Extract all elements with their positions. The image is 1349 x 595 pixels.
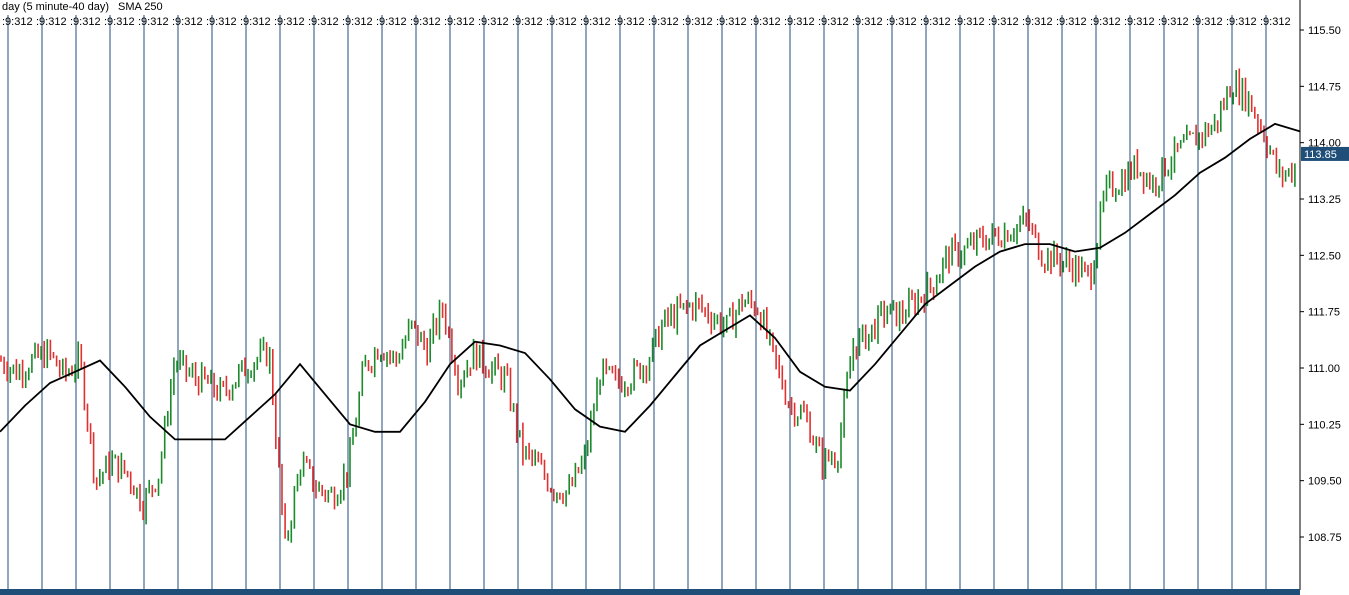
y-tick-label: 115.50 <box>1308 25 1341 37</box>
session-time-label: :9:312 <box>852 16 883 28</box>
last-price-label: 113.85 <box>1304 149 1337 161</box>
last-price-box <box>1301 146 1349 161</box>
price-axis: 115.50 114.75 114.00 113.25 112.50 111.75 111.… <box>1300 25 1342 544</box>
session-time-label: :9:312 <box>648 16 679 28</box>
session-time-label: :9:312 <box>478 16 509 28</box>
session-time-label: :9:312 <box>614 16 645 28</box>
session-time-label: :9:312 <box>2 16 33 28</box>
sma-label: SMA 250 <box>118 1 163 13</box>
y-tick-label: 108.75 <box>1308 532 1342 544</box>
session-time-label: :9:312 <box>1090 16 1121 28</box>
y-tick-label: 112.50 <box>1308 250 1341 262</box>
y-tick-label: 110.25 <box>1308 419 1341 431</box>
session-time-labels: :9:312:9:312:9:312:9:312:9:312:9:312:9:3… <box>0 15 1300 29</box>
session-time-label: :9:312 <box>750 16 781 28</box>
y-tick-label: 114.75 <box>1308 81 1341 93</box>
session-time-label: :9:312 <box>240 16 271 28</box>
bottom-scrollbar[interactable] <box>0 589 1300 595</box>
session-time-label: :9:312 <box>1226 16 1257 28</box>
last-price-marker: 113.85 <box>1301 146 1349 161</box>
sma-250-line <box>0 122 1301 441</box>
session-time-label: :9:312 <box>954 16 985 28</box>
session-time-label: :9:312 <box>512 16 543 28</box>
y-tick-label: 111.00 <box>1308 363 1340 375</box>
session-time-label: :9:312 <box>342 16 373 28</box>
session-time-label: :9:312 <box>206 16 237 28</box>
session-time-label: :9:312 <box>376 16 407 28</box>
session-time-label: :9:312 <box>784 16 815 28</box>
session-time-label: :9:312 <box>444 16 475 28</box>
session-time-label: :9:312 <box>1192 16 1223 28</box>
session-time-label: :9:312 <box>1056 16 1087 28</box>
session-time-label: :9:312 <box>36 16 67 28</box>
session-time-label: :9:312 <box>988 16 1019 28</box>
session-time-label: :9:312 <box>1022 16 1053 28</box>
session-time-label: :9:312 <box>70 16 101 28</box>
session-time-label: :9:312 <box>886 16 917 28</box>
session-time-label: :9:312 <box>682 16 713 28</box>
session-time-label: :9:312 <box>716 16 747 28</box>
y-tick-label: 114.00 <box>1308 138 1341 150</box>
session-time-label: :9:312 <box>920 16 951 28</box>
price-series <box>0 68 1296 543</box>
session-time-label: :9:312 <box>1260 16 1291 28</box>
session-time-label: :9:312 <box>138 16 169 28</box>
indicator-label: day (5 minute-40 day) <box>2 1 109 13</box>
y-tick-label: 111.75 <box>1308 307 1340 319</box>
session-time-label: :9:312 <box>308 16 339 28</box>
session-time-label: :9:312 <box>1158 16 1189 28</box>
y-tick-label: 113.25 <box>1308 194 1341 206</box>
session-time-label: :9:312 <box>172 16 203 28</box>
session-time-label: :9:312 <box>818 16 849 28</box>
session-time-label: :9:312 <box>1124 16 1155 28</box>
session-time-label: :9:312 <box>274 16 305 28</box>
session-time-label: :9:312 <box>104 16 135 28</box>
session-time-label: :9:312 <box>580 16 611 28</box>
session-time-label: :9:312 <box>546 16 577 28</box>
session-separators <box>7 15 1267 589</box>
chart-header: day (5 minute-40 day) SMA 250 <box>0 0 1300 14</box>
session-time-label: :9:312 <box>410 16 441 28</box>
y-tick-label: 109.50 <box>1308 476 1342 488</box>
